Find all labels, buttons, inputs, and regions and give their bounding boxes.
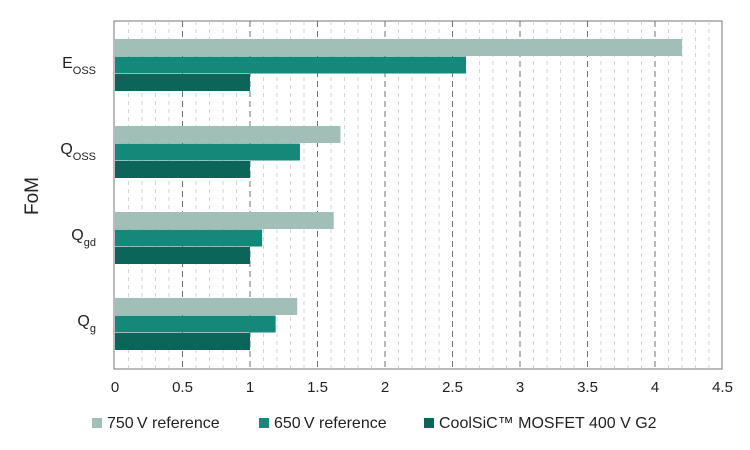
category-label: QOSS [60, 141, 96, 163]
legend-swatch [92, 418, 102, 428]
legend-swatch [424, 418, 434, 428]
category-labels: EOSS QOSS Qgd Qg [60, 55, 96, 335]
x-tick-label: 3 [516, 379, 524, 396]
x-tick-label: 0.5 [172, 379, 193, 396]
x-tick-label: 3.5 [577, 379, 598, 396]
x-tick-labels: 0 0.5 1 1.5 2 2.5 3 3.5 4 4.5 [111, 379, 733, 396]
bars [115, 39, 682, 350]
bar-650v-1 [115, 143, 300, 161]
x-tick-label: 1 [246, 379, 254, 396]
bar-750v-1 [115, 126, 341, 143]
bar-coolsic-0 [115, 74, 250, 91]
y-axis-title: FoM [22, 177, 43, 215]
legend-label: 750 V reference [107, 415, 220, 432]
legend: 750 V reference 650 V reference CoolSiC™ M… [92, 415, 657, 432]
bar-650v-3 [115, 315, 276, 333]
bar-coolsic-3 [115, 333, 250, 350]
x-tick-label: 4 [651, 379, 659, 396]
x-tick-label: 4.5 [712, 379, 733, 396]
category-label: Qgd [71, 227, 96, 249]
bar-750v-3 [115, 298, 298, 315]
bar-750v-2 [115, 212, 334, 229]
legend-swatch [259, 418, 269, 428]
bar-coolsic-2 [115, 247, 250, 264]
legend-label: CoolSiC™ MOSFET 400 V G2 [439, 415, 657, 432]
x-tick-label: 2.5 [442, 379, 463, 396]
bar-coolsic-1 [115, 161, 250, 178]
x-tick-label: 0 [111, 379, 119, 396]
bar-750v-0 [115, 39, 682, 56]
bar-650v-2 [115, 229, 263, 247]
plot-area-frame [113, 20, 723, 370]
x-tick-label: 2 [381, 379, 389, 396]
category-label: EOSS [62, 55, 96, 77]
legend-label: 650 V reference [274, 415, 387, 432]
bar-650v-0 [115, 56, 466, 74]
x-tick-label: 1.5 [307, 379, 328, 396]
category-label: Qg [77, 313, 96, 335]
